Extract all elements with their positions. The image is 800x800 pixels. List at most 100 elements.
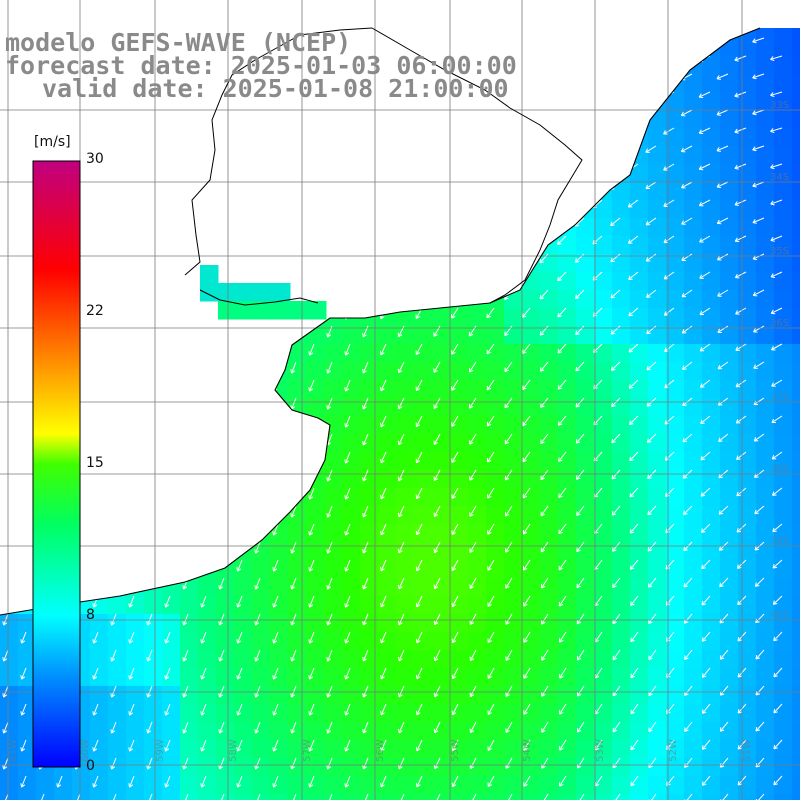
- field-cell: [378, 704, 397, 723]
- wind-arrow: [397, 145, 405, 158]
- field-cell: [792, 28, 800, 39]
- field-cell: [54, 110, 73, 129]
- field-cell: [486, 272, 505, 291]
- wind-arrow: [164, 451, 171, 464]
- field-cell: [720, 92, 739, 111]
- wind-arrow: [557, 235, 567, 245]
- wind-arrow: [236, 775, 243, 788]
- field-cell: [90, 344, 109, 363]
- field-cell: [288, 416, 307, 435]
- field-cell: [702, 218, 721, 237]
- field-cell: [0, 344, 19, 363]
- wind-arrow: [753, 397, 765, 406]
- field-cell: [414, 416, 433, 435]
- field-cell: [450, 632, 469, 651]
- wind-arrow: [92, 667, 99, 680]
- field-cell: [360, 578, 379, 597]
- field-cell: [270, 488, 289, 507]
- wind-arrow: [326, 685, 333, 698]
- field-cell: [468, 686, 487, 705]
- field-cell: [432, 218, 451, 237]
- field-cell: [666, 74, 685, 93]
- field-cell: [414, 542, 433, 561]
- field-cell: [630, 650, 649, 669]
- field-cell: [486, 28, 505, 39]
- field-cell: [468, 308, 487, 327]
- wind-arrow: [648, 721, 657, 733]
- field-cell: [162, 236, 181, 255]
- field-cell: [450, 578, 469, 597]
- wind-arrow: [128, 199, 135, 212]
- wind-arrow: [2, 361, 9, 374]
- field-cell: [504, 236, 523, 255]
- wind-arrow: [146, 613, 153, 626]
- wind-arrow: [575, 397, 585, 408]
- field-cell: [774, 416, 793, 435]
- field-cell: [144, 596, 163, 615]
- field-cell: [684, 110, 703, 129]
- wind-arrow: [503, 217, 513, 228]
- field-cell: [342, 614, 361, 633]
- field-cell: [90, 668, 109, 687]
- field-cell: [666, 28, 685, 39]
- wind-arrow: [665, 487, 675, 498]
- field-cell: [360, 560, 379, 579]
- field-cell: [504, 722, 523, 741]
- field-cell: [486, 326, 505, 345]
- field-cell: [360, 542, 379, 561]
- field-cell: [180, 200, 199, 219]
- field-cell: [450, 506, 469, 525]
- field-cell: [180, 308, 199, 327]
- field-cell: [144, 182, 163, 201]
- field-cell: [648, 380, 667, 399]
- field-cell: [144, 686, 163, 705]
- field-cell: [306, 398, 325, 417]
- field-cell: [378, 632, 397, 651]
- wind-arrow: [468, 253, 477, 265]
- estuary-cell: [236, 301, 255, 320]
- wind-arrow: [630, 667, 639, 679]
- field-cell: [378, 506, 397, 525]
- field-cell: [162, 308, 181, 327]
- field-cell: [486, 146, 505, 165]
- field-cell: [684, 28, 703, 39]
- field-cell: [234, 488, 253, 507]
- field-cell: [558, 200, 577, 219]
- wind-arrow: [200, 739, 207, 752]
- wind-arrow: [701, 703, 711, 714]
- field-cell: [360, 704, 379, 723]
- field-cell: [450, 686, 469, 705]
- wind-arrow: [450, 127, 459, 139]
- field-cell: [90, 398, 109, 417]
- field-cell: [90, 488, 109, 507]
- wind-arrow: [128, 703, 135, 716]
- field-cell: [414, 704, 433, 723]
- field-cell: [702, 416, 721, 435]
- field-cell: [306, 362, 325, 381]
- wind-arrow: [753, 433, 765, 442]
- field-cell: [738, 578, 757, 597]
- field-cell: [234, 578, 253, 597]
- field-cell: [342, 488, 361, 507]
- wind-arrow: [505, 685, 513, 697]
- field-cell: [432, 362, 451, 381]
- field-cell: [702, 272, 721, 291]
- field-cell: [432, 326, 451, 345]
- wind-arrow: [735, 343, 747, 351]
- latitude-label: 34S: [770, 172, 790, 183]
- field-cell: [792, 758, 800, 777]
- wind-arrow: [2, 505, 9, 518]
- wind-arrow: [326, 109, 333, 122]
- wind-arrow: [469, 685, 477, 698]
- field-cell: [630, 56, 649, 75]
- wind-arrow: [326, 181, 333, 194]
- wind-arrow: [680, 37, 693, 45]
- wind-arrow: [505, 793, 513, 800]
- field-cell: [0, 632, 19, 651]
- field-cell: [576, 596, 595, 615]
- field-cell: [414, 506, 433, 525]
- wind-arrow: [254, 757, 261, 770]
- wind-arrow: [379, 451, 387, 464]
- field-cell: [792, 488, 800, 507]
- field-cell: [468, 28, 487, 39]
